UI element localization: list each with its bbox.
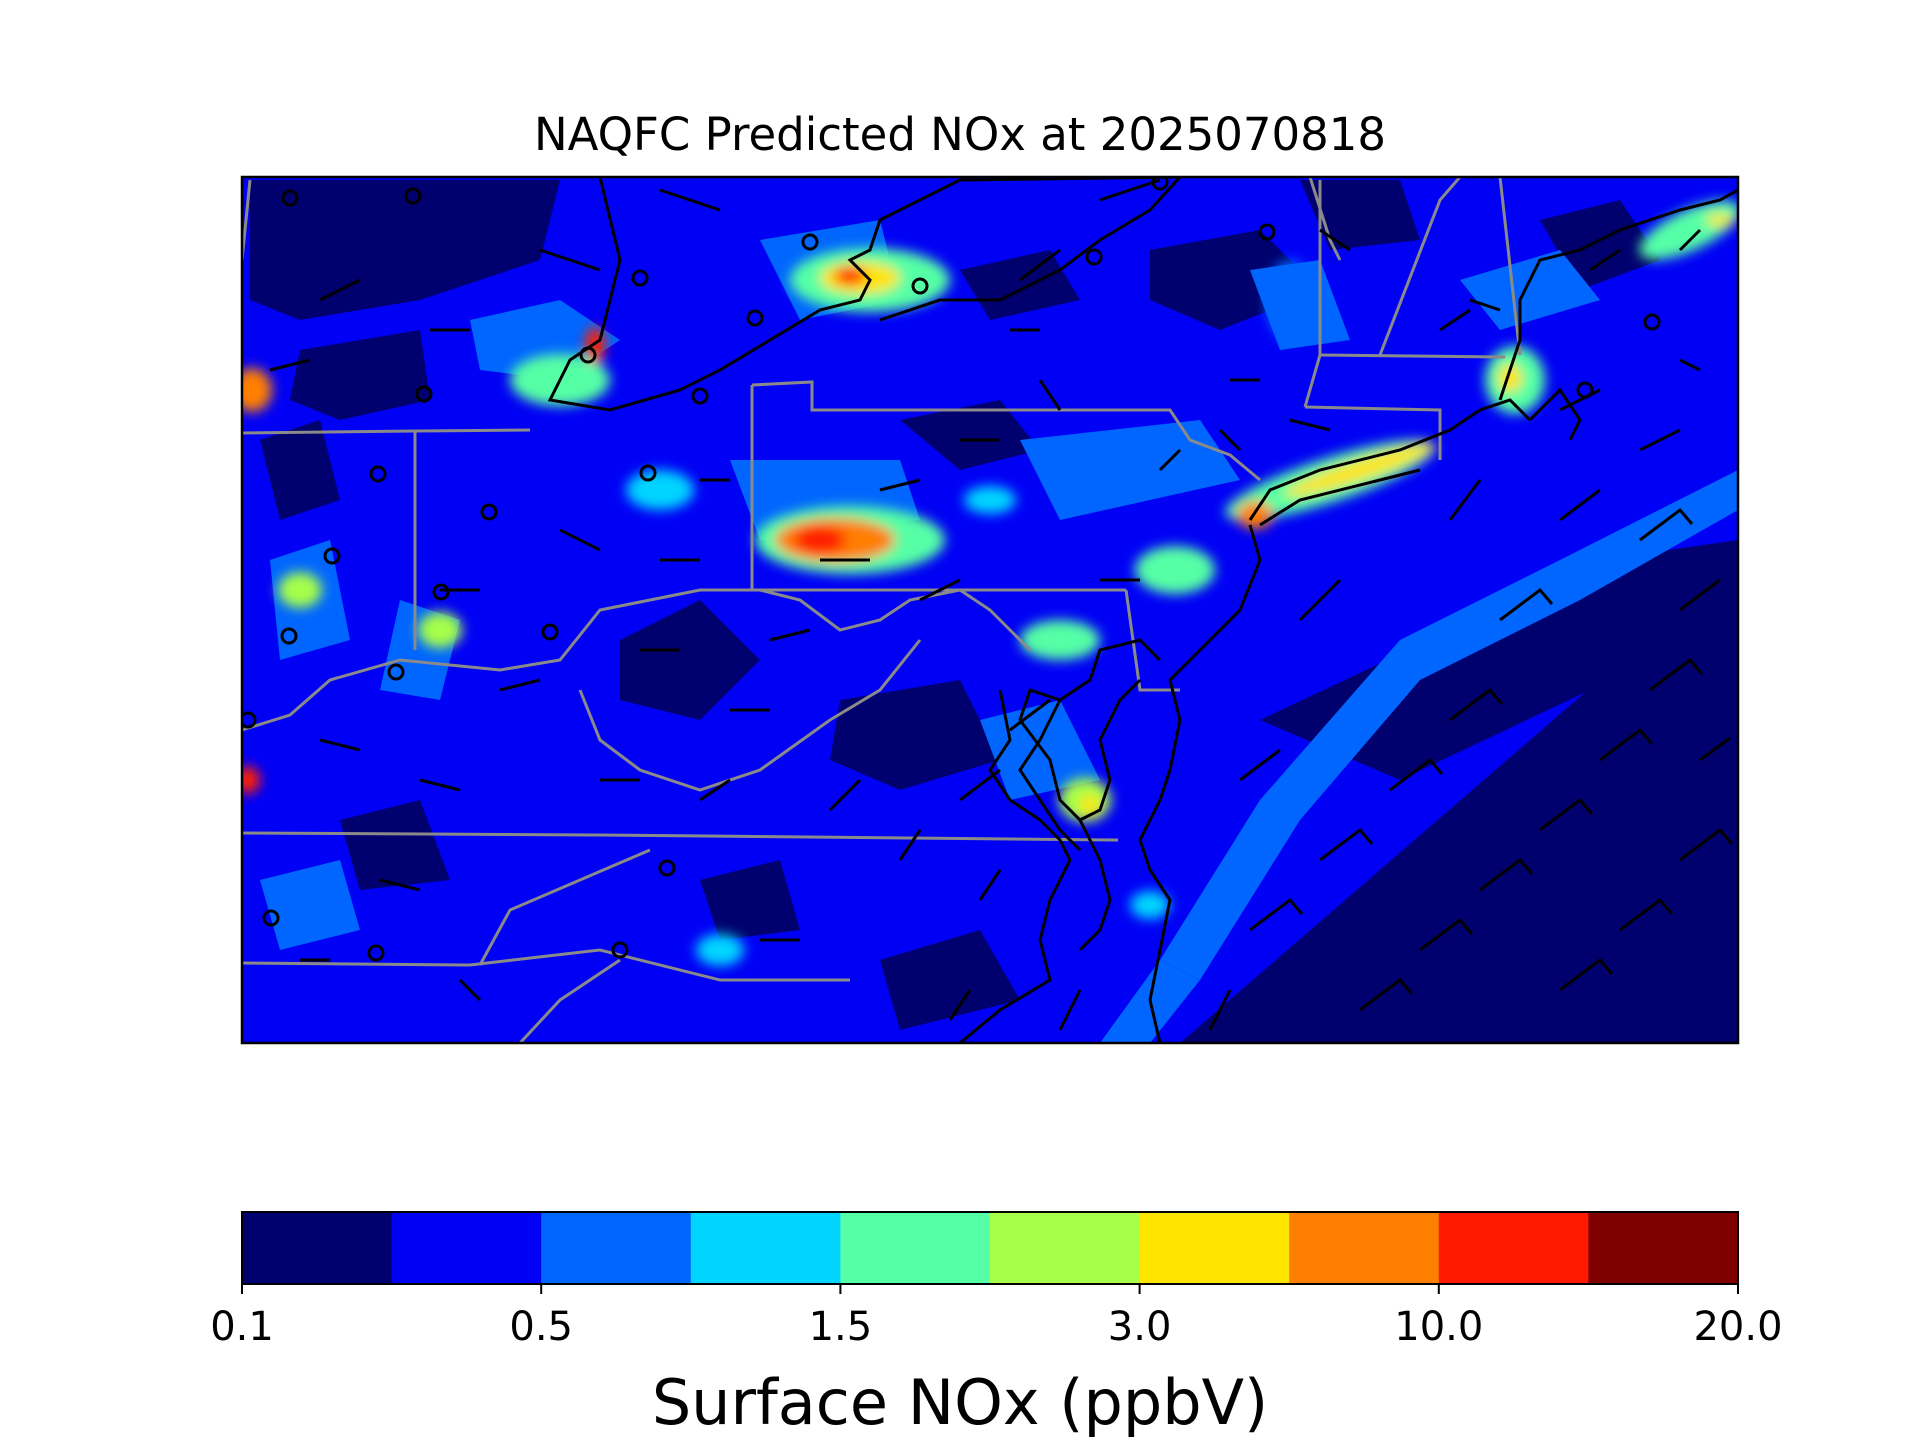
colorbar: 0.1 0.5 1.5 3.0 10.0 20.0	[210, 1211, 1783, 1350]
colorbar-bin	[1289, 1212, 1440, 1284]
colorbar-tick-label: 0.5	[509, 1304, 573, 1350]
colorbar-bin	[1139, 1212, 1290, 1284]
hotspot-baltimore	[1020, 620, 1100, 660]
hotspot-toronto-core	[834, 267, 866, 285]
colorbar-bin	[1438, 1212, 1589, 1284]
colorbar-bin	[840, 1212, 991, 1284]
hotspot-indiana	[278, 572, 322, 608]
hotspot-buffalo	[964, 486, 1016, 514]
hotspot-richmond	[696, 934, 744, 966]
wind-barbs	[269, 178, 1734, 1031]
coastlines	[547, 177, 1738, 1043]
colorbar-bin	[391, 1212, 542, 1284]
map-panel	[242, 177, 1738, 1043]
low-nox-regions	[250, 180, 1738, 1043]
colorbar-tick-label: 3.0	[1108, 1304, 1172, 1350]
colorbar-tick-label: 10.0	[1394, 1304, 1483, 1350]
hotspot-columbus	[418, 612, 462, 648]
colorbar-bin	[690, 1212, 841, 1284]
colorbar-bin	[242, 1212, 393, 1284]
hotspot-longisland	[1283, 443, 1437, 497]
hotspot-philadelphia	[1135, 546, 1215, 594]
hotspot-cleveland	[626, 470, 694, 510]
hotspot-dc-core	[1080, 795, 1100, 815]
chart-title: NAQFC Predicted NOx at 2025070818	[533, 108, 1387, 161]
colorbar-tick-label: 0.1	[210, 1304, 274, 1350]
colorbar-bin	[990, 1212, 1141, 1284]
hotspot-chicago	[242, 368, 272, 412]
hotspot-west-edge	[242, 766, 260, 794]
colorbar-tick-label: 20.0	[1693, 1304, 1782, 1350]
hotspot-maine-core	[1706, 214, 1734, 226]
hotspot-norfolk	[1130, 891, 1170, 919]
colorbar-bin	[1588, 1212, 1739, 1284]
map-frame	[240, 175, 1740, 1045]
colorbar-tick-label: 1.5	[809, 1304, 873, 1350]
colorbar-bin	[541, 1212, 692, 1284]
hotspot-pittsburgh-core	[794, 526, 846, 554]
colorbar-frame	[241, 1211, 1739, 1285]
station-markers	[242, 177, 1661, 962]
colorbar-label: Surface NOx (ppbV)	[651, 1366, 1269, 1439]
state-boundaries	[242, 177, 1522, 1043]
hotspot-hudson	[1266, 260, 1314, 340]
